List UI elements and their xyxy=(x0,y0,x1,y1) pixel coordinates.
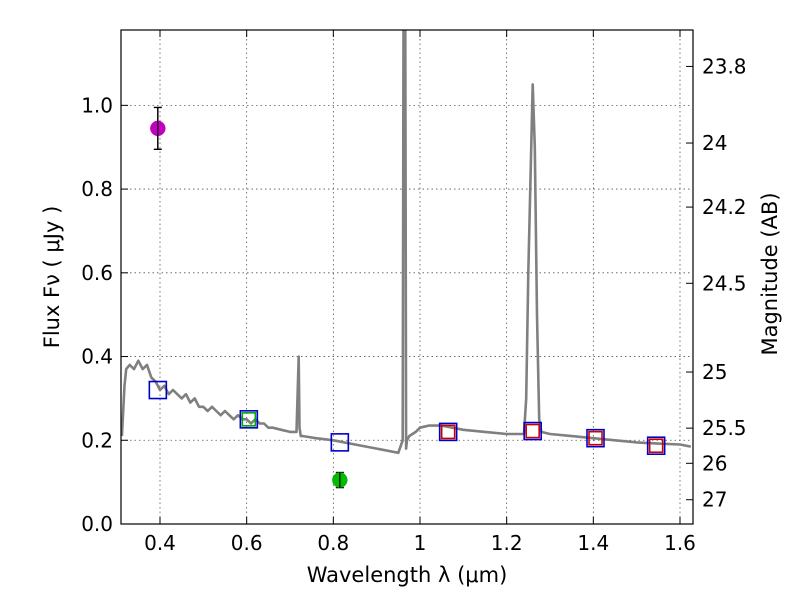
model-photometry-marker xyxy=(148,380,168,400)
y-tick-label: 0.6 xyxy=(81,261,113,285)
y2-tick-label: 24 xyxy=(702,131,727,155)
y2-axis-label: Magnitude (AB) xyxy=(758,192,782,355)
x-tick-label: 1 xyxy=(414,531,427,555)
y-axis-label: Flux Fν ( μJy ) xyxy=(40,206,64,349)
y2-tick-label: 24.2 xyxy=(702,195,747,219)
x-tick-label: 0.6 xyxy=(231,531,263,555)
plot-frame xyxy=(120,29,694,525)
y-tick-label: 0.4 xyxy=(81,345,113,369)
tick-layer: 0.4 0.6 0.8 1 1.2 1.4 1.6 0.0 0.2 0.4 0.6 0.8 1.0 23.… xyxy=(81,30,747,555)
y2-tick-label: 24.5 xyxy=(702,271,747,295)
y-tick-label: 0.0 xyxy=(81,512,113,536)
model-photometry-marker xyxy=(438,422,458,442)
series-layer xyxy=(121,30,692,455)
y2-tick-label: 25.5 xyxy=(702,416,747,440)
observed-photometry-marker xyxy=(440,424,456,440)
marker-layer xyxy=(148,106,666,489)
y2-tick-label: 23.8 xyxy=(702,54,747,78)
filter-marker xyxy=(241,412,257,427)
y2-tick-label: 27 xyxy=(702,488,727,512)
model-photometry-marker xyxy=(239,410,259,429)
observed-photometry-marker xyxy=(525,423,540,439)
x-tick-label: 0.4 xyxy=(144,531,176,555)
model-photometry-marker xyxy=(586,428,605,448)
y2-tick-label: 25 xyxy=(702,360,727,384)
y-tick-label: 0.8 xyxy=(81,177,113,201)
x-tick-label: 0.8 xyxy=(317,531,349,555)
y2-tick-label: 26 xyxy=(702,451,727,475)
x-axis-label: Wavelength λ (μm) xyxy=(307,563,508,587)
y-tick-label: 0.2 xyxy=(81,428,113,452)
observed-photometry-marker xyxy=(648,438,664,454)
observed-photometry-marker xyxy=(588,430,603,446)
model-photometry-marker xyxy=(523,421,542,441)
model-photometry-marker xyxy=(330,433,350,452)
model-photometry-marker xyxy=(646,436,666,456)
model-spectrum-line xyxy=(121,30,692,455)
x-tick-label: 1.2 xyxy=(491,531,523,555)
x-tick-label: 1.6 xyxy=(664,531,696,555)
y-tick-label: 1.0 xyxy=(81,93,113,117)
x-tick-label: 1.4 xyxy=(577,531,609,555)
